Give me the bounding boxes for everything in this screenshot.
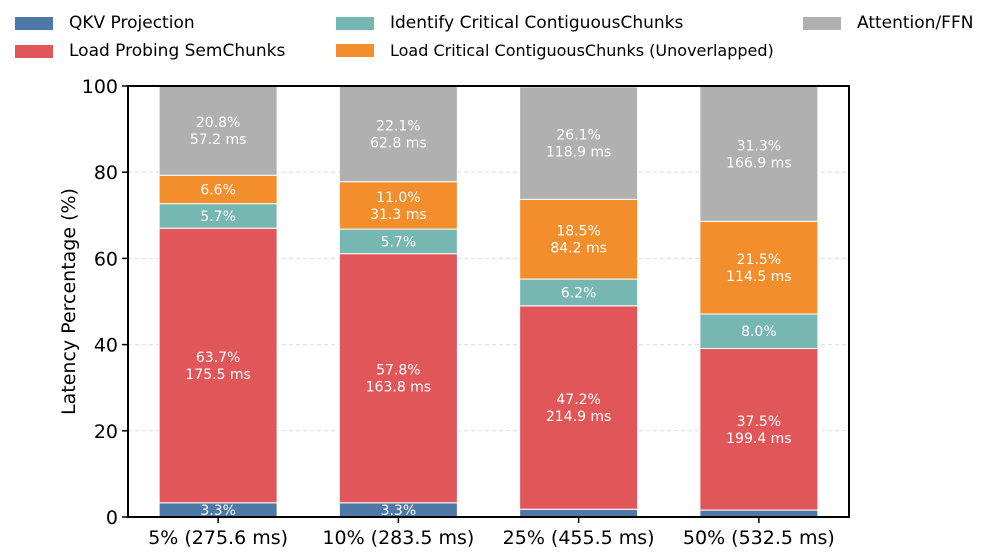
segment-label: 37.5%	[737, 414, 781, 430]
segment-label: 18.5%	[556, 224, 600, 240]
legend: QKV Projection Load Probing SemChunks Id…	[0, 0, 997, 70]
bar-segment	[519, 508, 639, 518]
legend-swatch	[15, 16, 53, 30]
segment-label: 5.7%	[381, 234, 417, 250]
segment-label: 84.2 ms	[550, 241, 607, 257]
bar-segment	[158, 174, 278, 205]
segment-label: 21.5%	[737, 252, 781, 268]
legend-item-qkv-projection: QKV Projection	[15, 13, 195, 33]
segment-label: 57.2 ms	[190, 132, 247, 148]
segment-label: 3.3%	[200, 503, 236, 519]
legend-item-load-probing-semchunks: Load Probing SemChunks	[15, 41, 285, 61]
legend-swatch	[803, 16, 841, 30]
bar-segment	[338, 181, 458, 230]
legend-item-identify-critical: Identify Critical ContiguousChunks	[336, 13, 683, 33]
bar-segment	[338, 253, 458, 504]
x-tick-label: 25% (455.5 ms)	[503, 527, 655, 549]
bar-segment	[519, 305, 639, 510]
bar-segment	[338, 228, 458, 255]
segment-label: 47.2%	[556, 392, 600, 408]
legend-swatch	[336, 16, 374, 30]
y-axis-label: Latency Percentage (%)	[58, 188, 80, 415]
y-tick-label: 20	[94, 421, 118, 443]
legend-swatch	[336, 44, 374, 57]
segment-label: 163.8 ms	[366, 380, 431, 396]
legend-label: Load Critical ContiguousChunks (Unoverla…	[390, 41, 774, 60]
segment-label: 5.7%	[200, 209, 236, 225]
segment-label: 6.6%	[200, 182, 236, 198]
x-axis: 5% (275.6 ms) 10% (283.5 ms) 25% (455.5 ms…	[148, 517, 835, 549]
segment-label: 22.1%	[376, 119, 420, 135]
segment-label: 175.5 ms	[185, 367, 250, 383]
x-tick-label: 5% (275.6 ms)	[148, 527, 288, 549]
bar-segment	[699, 347, 819, 511]
segment-label: 199.4 ms	[726, 431, 791, 447]
x-tick-label: 50% (532.5 ms)	[683, 527, 835, 549]
legend-label: Attention/FFN	[857, 13, 974, 33]
legend-item-attention-ffn: Attention/FFN	[803, 13, 973, 33]
bar-segment	[519, 198, 639, 280]
segment-label: 31.3 ms	[370, 207, 427, 223]
y-tick-label: 100	[82, 76, 118, 98]
segment-label: 11.0%	[376, 190, 420, 206]
bar-segment	[158, 227, 278, 504]
plot-frame	[127, 85, 850, 518]
legend-label: Identify Critical ContiguousChunks	[390, 13, 684, 33]
segment-label: 6.2%	[561, 285, 597, 301]
y-tick-label: 80	[94, 162, 118, 184]
bar-segment	[699, 220, 819, 315]
bar-segment	[699, 509, 819, 518]
segment-label: 26.1%	[556, 128, 600, 144]
segment-label: 8.0%	[741, 324, 777, 340]
segment-labels: 3.3% 63.7%175.5 ms 5.7% 6.6% 20.8%57.2 ms 3.3…	[185, 115, 791, 519]
bar-segment	[158, 85, 278, 176]
segment-label: 57.8%	[376, 363, 420, 379]
bars	[158, 85, 819, 518]
legend-label: QKV Projection	[69, 13, 195, 33]
segment-label: 3.3%	[381, 503, 417, 519]
y-axis: 0 20 40 60 80 100	[82, 76, 128, 529]
y-tick-label: 0	[106, 507, 118, 529]
segment-label: 166.9 ms	[726, 155, 791, 171]
y-tick-label: 60	[94, 248, 118, 270]
legend-swatch	[15, 44, 53, 58]
segment-label: 63.7%	[196, 350, 240, 366]
y-tick-label: 40	[94, 335, 118, 357]
segment-label: 118.9 ms	[546, 145, 611, 161]
segment-label: 114.5 ms	[726, 269, 791, 285]
bar-segment	[338, 85, 458, 183]
bar-segment	[699, 313, 819, 349]
segment-label: 62.8 ms	[370, 136, 427, 152]
bar-segment	[699, 85, 819, 222]
segment-label: 214.9 ms	[546, 409, 611, 425]
x-tick-label: 10% (283.5 ms)	[322, 527, 474, 549]
legend-label: Load Probing SemChunks	[69, 41, 286, 61]
segment-label: 20.8%	[196, 115, 240, 131]
segment-label: 31.3%	[737, 138, 781, 154]
legend-item-load-critical: Load Critical ContiguousChunks (Unoverla…	[336, 41, 774, 60]
